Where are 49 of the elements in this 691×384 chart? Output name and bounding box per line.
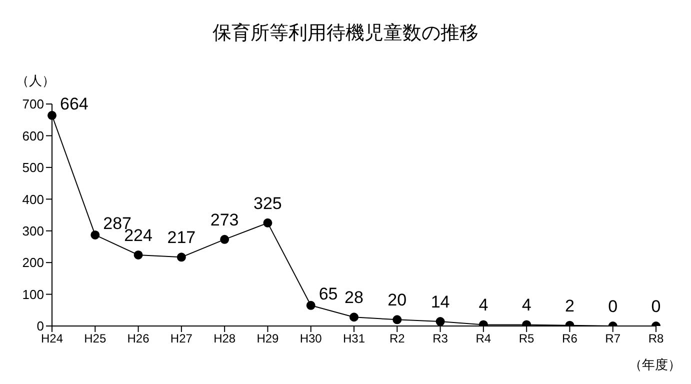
x-tick-label: R3 — [432, 332, 448, 346]
data-label: 65 — [318, 284, 338, 304]
data-label: 273 — [210, 210, 239, 230]
y-tick-label: 700 — [22, 96, 44, 112]
y-tick-label: 0 — [36, 318, 44, 334]
y-tick-label: 200 — [22, 255, 44, 270]
chart-title: 保育所等利用待機児童数の推移 — [212, 22, 480, 46]
x-tick-label: H26 — [127, 332, 150, 346]
data-label: 664 — [60, 94, 88, 114]
x-tick-label: R7 — [605, 332, 621, 346]
point — [392, 315, 402, 324]
x-tick-label: R2 — [389, 332, 406, 346]
x-tick-label: H27 — [170, 332, 193, 346]
x-tick-label: H31 — [342, 332, 366, 346]
data-label: 20 — [388, 290, 407, 310]
data-label: 217 — [167, 228, 196, 248]
y-tick-label: 100 — [22, 286, 44, 302]
point — [90, 230, 100, 240]
x-tick-label: H24 — [40, 332, 64, 346]
x-tick-label: R6 — [562, 332, 578, 346]
y-axis-title: （人） — [16, 72, 55, 90]
point — [306, 300, 316, 310]
x-tick-label: R5 — [518, 332, 535, 346]
y-tick-label: 300 — [22, 223, 44, 238]
point — [176, 252, 186, 262]
data-label: 28 — [344, 288, 364, 308]
point — [263, 218, 272, 228]
point — [220, 234, 230, 244]
x-tick-label: H30 — [300, 332, 322, 346]
y-tick-label: 500 — [22, 160, 44, 176]
point — [48, 110, 56, 120]
x-tick-label: H25 — [84, 332, 106, 346]
x-tick-label: H29 — [256, 332, 280, 346]
y-tick-label: 400 — [22, 192, 44, 207]
data-label: 2 — [564, 296, 574, 316]
data-label: 4 — [522, 296, 532, 315]
x-axis-title: （年度） — [629, 356, 681, 374]
data-label: 0 — [608, 297, 618, 316]
x-tick-label: R4 — [476, 332, 492, 346]
data-label: 4 — [478, 296, 488, 315]
y-tick-label: 600 — [22, 128, 44, 144]
x-tick-label: R8 — [648, 332, 664, 346]
data-label: 0 — [651, 297, 661, 316]
x-tick-label: H28 — [214, 332, 236, 346]
data-label: 14 — [430, 292, 450, 312]
data-label: 325 — [254, 194, 282, 213]
point — [134, 250, 143, 260]
point — [436, 317, 445, 326]
point — [350, 312, 358, 322]
